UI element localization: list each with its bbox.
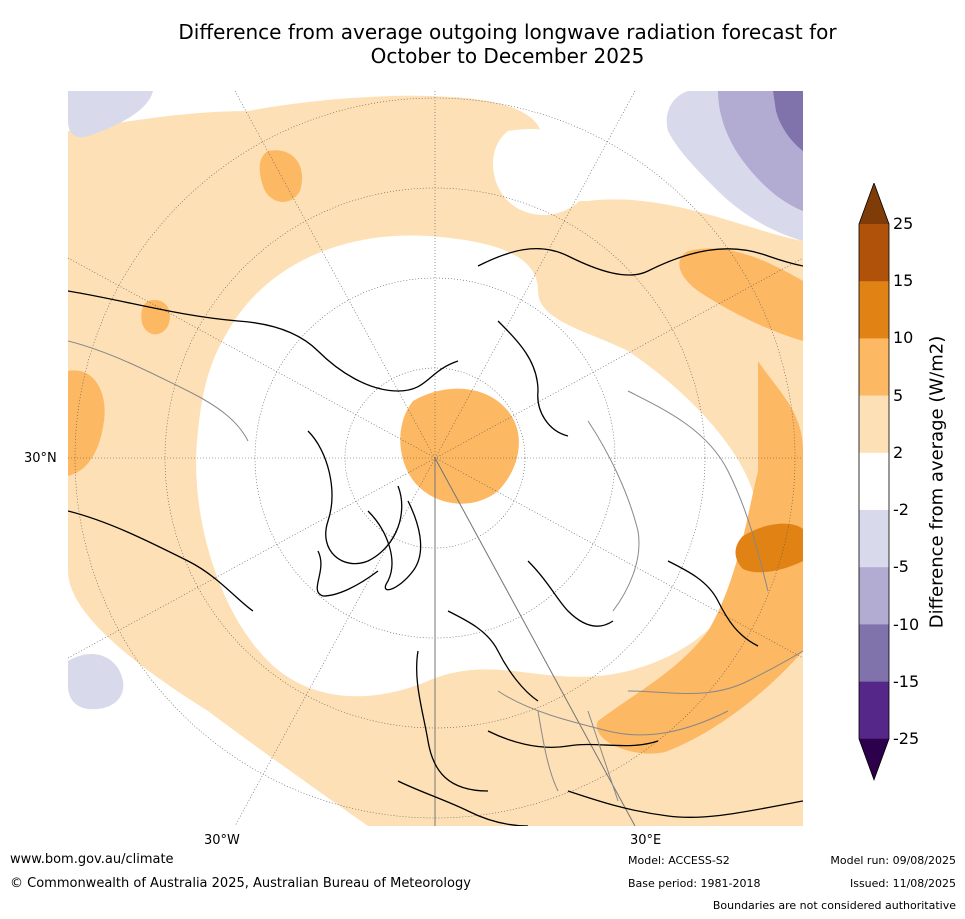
- anomaly-region-5-to-10: [596, 361, 803, 754]
- colorbar-tick-label: -5: [893, 557, 909, 576]
- colorbar-overflow-high: [859, 183, 889, 224]
- forecast-map: [68, 91, 803, 826]
- colorbar-bin: [859, 281, 889, 339]
- colorbar-bin: [859, 510, 889, 568]
- colorbar-bin: [859, 224, 889, 282]
- colorbar-bin: [859, 395, 889, 454]
- colorbar-title: Difference from average (W/m2): [926, 335, 948, 629]
- anomaly-region-10-to-15: [735, 523, 803, 573]
- latitude-label-30n: 30°N: [24, 451, 57, 466]
- title-line-1: Difference from average outgoing longwav…: [178, 20, 837, 44]
- colorbar-tick-label: 2: [893, 443, 904, 462]
- colorbar-tick-label: -25: [893, 729, 920, 748]
- longitude-label-30w: 30°W: [204, 833, 240, 848]
- colorbar-bin: [859, 567, 889, 625]
- footer-base-period: Base period: 1981-2018: [628, 877, 761, 890]
- colorbar-tick-label: 15: [893, 271, 914, 290]
- colorbar-bin: [859, 624, 889, 682]
- colorbar-overflow-low: [859, 738, 889, 780]
- colorbar-bin: [859, 681, 889, 740]
- coastlines: [68, 248, 803, 826]
- title-line-2: October to December 2025: [370, 44, 645, 68]
- longitude-label-30e: 30°E: [630, 833, 662, 848]
- anomaly-region-5-to-10: [400, 388, 519, 504]
- colorbar-bin: [859, 452, 889, 511]
- colorbar-tick-label: -15: [893, 672, 920, 691]
- anomaly-region-5-to-10: [141, 300, 170, 335]
- map-title: Difference from average outgoing longwav…: [60, 20, 955, 68]
- anomaly-region-5-to-10: [68, 370, 105, 476]
- anomaly-region-neutral: [493, 129, 594, 215]
- footer-boundaries-note: Boundaries are not considered authoritat…: [712, 899, 956, 912]
- colorbar-tick-label: -2: [893, 500, 909, 519]
- footer-copyright: © Commonwealth of Australia 2025, Austra…: [10, 876, 471, 891]
- footer-issued: Issued: 11/08/2025: [849, 877, 956, 890]
- anomaly-region-minus-2-to-minus-5: [68, 653, 124, 710]
- footer-model-run: Model run: 09/08/2025: [830, 854, 956, 867]
- colorbar-tick-label: 5: [893, 386, 904, 405]
- colorbar-outline: [858, 183, 890, 781]
- anomaly-region-5-to-10: [259, 150, 303, 202]
- colorbar-tick-label: 10: [893, 328, 914, 347]
- colorbar-bin: [859, 338, 889, 396]
- anomaly-region-5-to-10: [679, 248, 803, 341]
- colorbar: [858, 183, 890, 781]
- anomaly-region-minus-10-to-minus-15: [773, 91, 803, 151]
- country-boundaries: [68, 340, 803, 802]
- footer-model: Model: ACCESS-S2: [628, 854, 730, 867]
- anomaly-region-minus-2-to-minus-5: [68, 91, 153, 138]
- colorbar-tick-label: -10: [893, 615, 920, 634]
- colorbar-tick-label: 25: [893, 214, 914, 233]
- footer-website: www.bom.gov.au/climate: [10, 852, 174, 867]
